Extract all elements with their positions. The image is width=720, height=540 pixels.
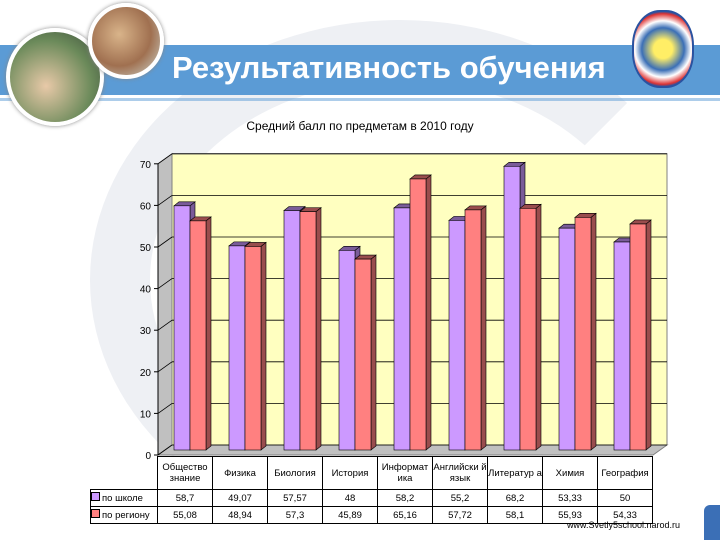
page-title: Результативность обучения (172, 50, 606, 85)
bar-region (189, 220, 207, 451)
bar-region (244, 246, 262, 451)
category-label: Общество знание (157, 456, 213, 490)
legend-swatch-region (91, 509, 100, 518)
gridline-side (157, 444, 173, 456)
value-cell: 57,3 (267, 506, 323, 524)
value-cell: 48 (322, 489, 378, 507)
bar-side (370, 254, 377, 451)
gridline-side (157, 319, 173, 331)
bar-school (338, 250, 356, 451)
gridline-side (157, 153, 173, 165)
bar-side (480, 205, 487, 451)
category-label: История (322, 456, 378, 490)
y-tick-label: 50 (140, 243, 152, 254)
y-tick-label: 40 (140, 285, 152, 296)
legend-swatch-school (91, 492, 100, 501)
category-label: Информат ика (377, 456, 433, 490)
bar-school (393, 207, 411, 451)
category-label: Химия (542, 456, 598, 490)
school-emblem-logo (632, 10, 694, 88)
value-cell: 55,2 (432, 489, 488, 507)
bar-side (535, 203, 542, 451)
legend-school: по школе (90, 489, 158, 507)
gridline-side (157, 195, 173, 206)
gridline-side (157, 278, 173, 289)
value-cell: 57,57 (267, 489, 323, 507)
value-cell: 58,2 (377, 489, 433, 507)
bar-region (574, 217, 592, 451)
legend-region: по региону (90, 506, 158, 524)
category-label: Физика (212, 456, 268, 490)
bar-side (425, 174, 432, 451)
value-cell: 49,07 (212, 489, 268, 507)
bar-side (590, 212, 597, 451)
chart-title: Средний балл по предметам в 2010 году (246, 119, 474, 133)
value-cell: 55,08 (157, 506, 213, 524)
y-tick-label: 30 (140, 326, 152, 337)
gridline-side (157, 403, 173, 414)
title-band-line (0, 98, 720, 101)
bar-side (645, 219, 652, 451)
bar-region (629, 223, 647, 451)
bar-school (283, 210, 301, 451)
corner-tab (704, 505, 720, 540)
bar-region (464, 209, 482, 451)
students-photo (6, 28, 104, 126)
value-cell: 57,72 (432, 506, 488, 524)
value-cell: 50 (597, 489, 653, 507)
legend-label-school: по школе (102, 493, 143, 504)
website-url[interactable]: www.Svetly5school.narod.ru (566, 520, 680, 530)
value-cell: 45,89 (322, 506, 378, 524)
data-table: Общество знание Физика Биология История Инфо… (90, 456, 653, 524)
category-label: Литератур а (487, 456, 543, 490)
value-cell: 58,1 (487, 506, 543, 524)
table-corner (90, 456, 158, 490)
bar-school (448, 220, 466, 451)
category-label: Биология (267, 456, 323, 490)
bar-region (354, 258, 372, 451)
y-tick-label: 70 (140, 160, 152, 171)
y-tick-label: 20 (140, 368, 152, 379)
value-cell: 68,2 (487, 489, 543, 507)
bar-side (315, 207, 322, 451)
bar-region (519, 208, 537, 451)
category-label: Английски й язык (432, 456, 488, 490)
gridline-side (157, 361, 173, 373)
bar-region (409, 178, 427, 451)
category-label: География (597, 456, 653, 490)
value-cell: 58,7 (157, 489, 213, 507)
bar-side (205, 216, 212, 451)
bar-school (173, 205, 191, 451)
gridline-side (157, 236, 173, 248)
bar-region (299, 211, 317, 451)
y-tick-label: 60 (140, 201, 152, 212)
legend-label-region: по региону (102, 510, 150, 521)
value-cell: 54,33 (597, 506, 653, 524)
classroom-photo (88, 3, 164, 79)
value-cell: 65,16 (377, 506, 433, 524)
bar-side (260, 241, 267, 451)
bar-school (503, 165, 521, 451)
y-tick-label: 10 (140, 409, 152, 420)
value-cell: 48,94 (212, 506, 268, 524)
bar-school (613, 241, 631, 451)
value-cell: 53,33 (542, 489, 598, 507)
bar-school (558, 227, 576, 451)
bar-school (228, 245, 246, 451)
plot-side-wall (157, 152, 173, 456)
